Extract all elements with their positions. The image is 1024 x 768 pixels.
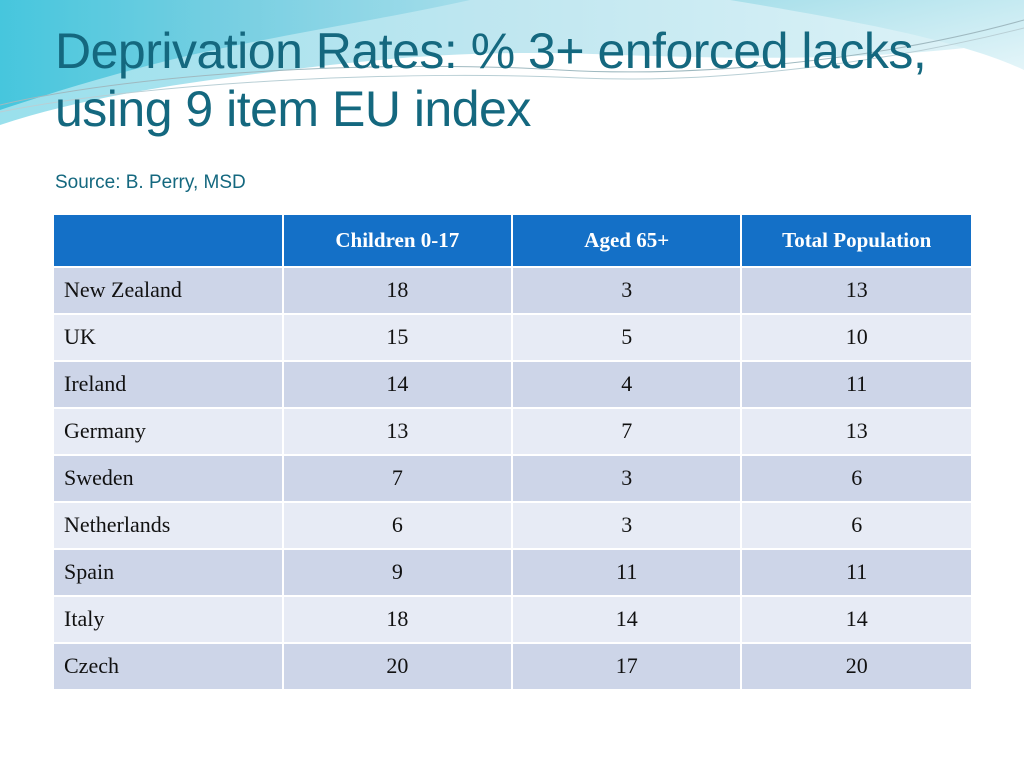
country-cell: Germany: [52, 407, 284, 456]
table-header-row: Children 0-17 Aged 65+ Total Population: [52, 213, 973, 268]
aged-cell: 14: [511, 595, 743, 644]
table-row: Netherlands 6 3 6: [52, 501, 973, 550]
children-cell: 13: [281, 407, 514, 456]
header-total: Total Population: [740, 213, 973, 268]
aged-cell: 4: [511, 360, 743, 409]
country-cell: Italy: [52, 595, 284, 644]
total-cell: 6: [740, 501, 973, 550]
aged-cell: 3: [511, 501, 743, 550]
total-cell: 6: [740, 454, 973, 503]
aged-cell: 5: [511, 313, 743, 362]
children-cell: 18: [281, 595, 514, 644]
aged-cell: 7: [511, 407, 743, 456]
country-cell: UK: [52, 313, 284, 362]
deprivation-table: Children 0-17 Aged 65+ Total Population …: [52, 213, 973, 691]
table-row: Ireland 14 4 11: [52, 360, 973, 409]
children-cell: 20: [281, 642, 514, 691]
aged-cell: 11: [511, 548, 743, 597]
table-row: Sweden 7 3 6: [52, 454, 973, 503]
total-cell: 13: [740, 407, 973, 456]
header-children: Children 0-17: [281, 213, 514, 268]
total-cell: 11: [740, 548, 973, 597]
country-cell: Spain: [52, 548, 284, 597]
country-cell: Ireland: [52, 360, 284, 409]
children-cell: 9: [281, 548, 514, 597]
children-cell: 14: [281, 360, 514, 409]
table-row: Germany 13 7 13: [52, 407, 973, 456]
table-row: Italy 18 14 14: [52, 595, 973, 644]
children-cell: 15: [281, 313, 514, 362]
aged-cell: 3: [511, 454, 743, 503]
children-cell: 6: [281, 501, 514, 550]
total-cell: 14: [740, 595, 973, 644]
total-cell: 20: [740, 642, 973, 691]
table-row: New Zealand 18 3 13: [52, 266, 973, 315]
country-cell: New Zealand: [52, 266, 284, 315]
source-caption: Source: B. Perry, MSD: [55, 172, 246, 193]
total-cell: 11: [740, 360, 973, 409]
country-cell: Sweden: [52, 454, 284, 503]
table-row: Czech 20 17 20: [52, 642, 973, 691]
slide-title: Deprivation Rates: % 3+ enforced lacks, …: [55, 23, 927, 137]
table-row: Spain 9 11 11: [52, 548, 973, 597]
total-cell: 10: [740, 313, 973, 362]
header-aged: Aged 65+: [511, 213, 743, 268]
children-cell: 18: [281, 266, 514, 315]
header-country: [52, 213, 284, 268]
country-cell: Czech: [52, 642, 284, 691]
country-cell: Netherlands: [52, 501, 284, 550]
aged-cell: 3: [511, 266, 743, 315]
aged-cell: 17: [511, 642, 743, 691]
table-row: UK 15 5 10: [52, 313, 973, 362]
children-cell: 7: [281, 454, 514, 503]
total-cell: 13: [740, 266, 973, 315]
